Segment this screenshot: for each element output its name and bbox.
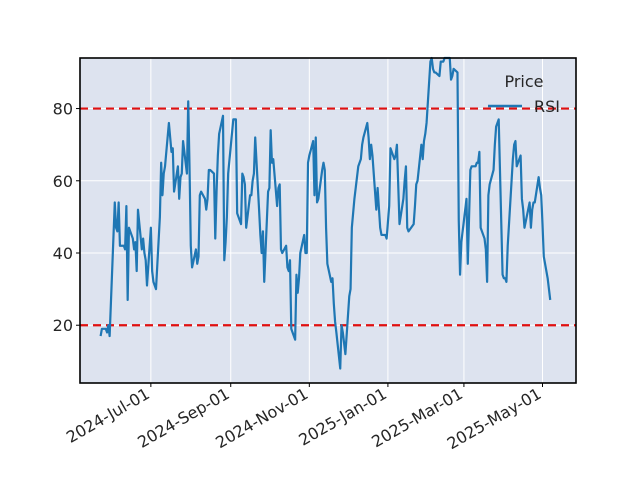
legend-label-rsi: RSI: [534, 97, 560, 116]
plot-frame: [79, 57, 577, 384]
x-axis-ticks: 2024-Jul-012024-Sep-012024-Nov-012025-Ja…: [63, 383, 545, 453]
y-axis-ticks: 20 40 60 80: [53, 100, 80, 335]
legend-title: Price: [504, 72, 543, 91]
y-tick-label: 80: [53, 100, 73, 119]
plot-area: [80, 58, 576, 383]
y-tick-label: 20: [53, 316, 73, 335]
series-line-rsi: [99, 56, 552, 370]
y-tick-label: 60: [53, 172, 73, 191]
series-lines: [99, 56, 552, 370]
legend: Price RSI: [488, 72, 560, 116]
y-tick-label: 40: [53, 244, 73, 263]
reference-lines: [80, 107, 576, 327]
